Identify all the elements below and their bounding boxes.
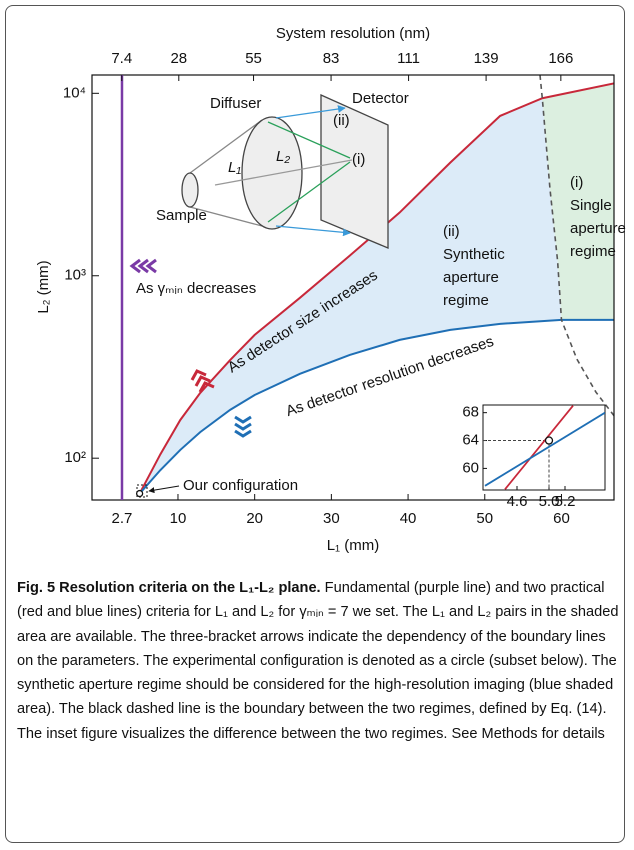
chevron <box>235 417 251 436</box>
diagram-label: Detector <box>352 90 409 107</box>
x2-tick-label: 111 <box>397 50 420 67</box>
x2-tick-label: 139 <box>474 50 499 67</box>
region-label: Synthetic <box>443 246 505 263</box>
annotation: As γₘᵢₙ decreases <box>136 280 256 297</box>
diagram-label: (i) <box>352 151 365 168</box>
chevron <box>132 260 156 272</box>
x-tick-label: 10 <box>170 510 187 527</box>
x2-tick-label: 7.4 <box>111 50 132 67</box>
region-label: (ii) <box>443 223 460 240</box>
caption: Fig. 5 Resolution criteria on the L₁-L₂ … <box>17 576 621 746</box>
detector-plane <box>321 95 388 248</box>
diagram-label: Sample <box>156 207 207 224</box>
caption-title: Fig. 5 Resolution criteria on the L₁-L₂ … <box>17 580 321 596</box>
x-tick-label: 60 <box>553 510 570 527</box>
diagram-label: L₁ <box>228 159 241 176</box>
region-label: Single <box>570 197 612 214</box>
page: {"chart_data":{"type":"line", "x2label":… <box>0 0 634 850</box>
x-tick-label: 30 <box>323 510 340 527</box>
inset-x-tick-label: 4.6 <box>507 493 528 510</box>
y-tick-label: 10⁴ <box>63 84 86 101</box>
inset-y-tick-label: 68 <box>462 404 479 421</box>
diagram <box>182 95 388 248</box>
diagram-label: Diffuser <box>210 95 261 112</box>
region-label: (i) <box>570 174 583 191</box>
sample-shape <box>182 173 198 207</box>
diagram-label: L₂ <box>276 148 290 165</box>
region-label: regime <box>570 243 616 260</box>
x2-tick-label: 28 <box>170 50 187 67</box>
diagram-label: (ii) <box>333 112 350 129</box>
annotation-arrow <box>149 486 179 491</box>
y-tick-label: 10³ <box>64 267 86 284</box>
y-tick-label: 10² <box>64 449 86 466</box>
x-tick-label: 40 <box>400 510 417 527</box>
x-tick-label: 20 <box>246 510 263 527</box>
inset-y-tick-label: 64 <box>462 432 479 449</box>
y-label: L₂ (mm) <box>35 260 52 313</box>
config-point <box>137 491 143 497</box>
region-label: regime <box>443 292 489 309</box>
annotation: Our configuration <box>183 477 298 494</box>
region-label: aperture <box>443 269 499 286</box>
x-tick-label: 2.7 <box>112 510 133 527</box>
diffuser-shape <box>242 117 302 229</box>
region-label: aperture <box>570 220 626 237</box>
inset-frame <box>483 405 605 490</box>
x-tick-label: 50 <box>476 510 493 527</box>
x2-tick-label: 55 <box>245 50 262 67</box>
inset-x-tick-label: 5.2 <box>555 493 576 510</box>
inset-y-tick-label: 60 <box>462 459 479 476</box>
inset-point <box>546 437 553 444</box>
x2-tick-label: 166 <box>548 50 573 67</box>
x2-tick-label: 83 <box>323 50 340 67</box>
caption-body: Fundamental (purple line) and two practi… <box>17 580 619 742</box>
x-label: L₁ (mm) <box>327 537 380 554</box>
chart: System resolution (nm) L₁ (mm) L₂ (mm) D… <box>0 0 634 575</box>
x2-label: System resolution (nm) <box>276 25 430 42</box>
